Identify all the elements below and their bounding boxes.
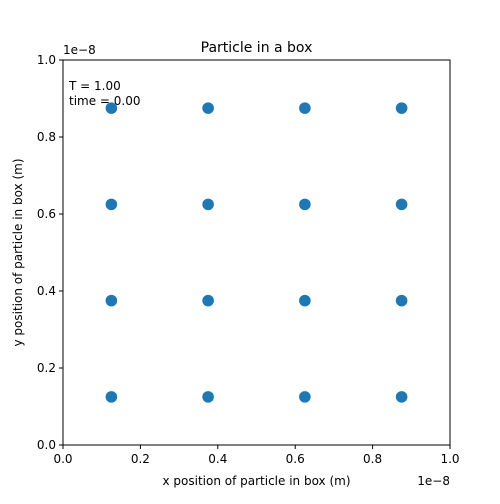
particle-point-5 (202, 294, 214, 307)
y-tick-label-0: 0.0 (37, 438, 56, 452)
particle-point-1 (202, 391, 214, 403)
particle-point-0 (105, 391, 118, 403)
y-axis-label: y position of particle in box (m) (11, 158, 25, 346)
particle-point-6 (299, 294, 311, 307)
chart-title: Particle in a box (201, 40, 313, 56)
particle-point-3 (395, 391, 408, 403)
x-tick-label-0: 0.0 (53, 452, 72, 466)
particle-point-10 (299, 198, 311, 211)
particle-point-8 (105, 198, 118, 211)
particle-point-9 (202, 198, 214, 211)
x-tick-label-3: 0.6 (286, 452, 305, 466)
x-tick-label-5: 1.0 (440, 452, 459, 466)
plot-area (63, 60, 450, 445)
particle-point-13 (202, 102, 214, 114)
x-scale-label: 1e−8 (417, 474, 450, 488)
particle-point-14 (299, 102, 311, 114)
particle-point-12 (105, 102, 118, 114)
particle-point-11 (395, 198, 408, 211)
x-ticks: 0.0 0.2 0.4 0.6 0.8 1.0 (53, 445, 460, 466)
particle-point-7 (395, 294, 408, 307)
y-scale-label: 1e−8 (63, 43, 96, 57)
y-tick-label-1: 0.2 (37, 361, 56, 375)
x-axis-label: x position of particle in box (m) (162, 474, 350, 488)
axes-frame (62, 59, 451, 446)
temperature-annotation: T = 1.00 (68, 79, 121, 93)
particle-point-2 (299, 391, 311, 403)
x-tick-label-1: 0.2 (131, 452, 150, 466)
y-tick-label-3: 0.6 (37, 207, 56, 221)
x-tick-label-2: 0.4 (208, 452, 227, 466)
particle-point-15 (395, 102, 408, 114)
particle-point-4 (105, 294, 118, 307)
time-annotation: time = 0.00 (69, 94, 141, 108)
y-ticks: 0.0 0.2 0.4 0.6 0.8 1.0 (37, 53, 63, 452)
points-layer (105, 102, 408, 403)
y-tick-label-4: 0.8 (37, 130, 56, 144)
y-tick-label-2: 0.4 (37, 284, 56, 298)
y-tick-label-5: 1.0 (37, 53, 56, 67)
x-tick-label-4: 0.8 (363, 452, 382, 466)
